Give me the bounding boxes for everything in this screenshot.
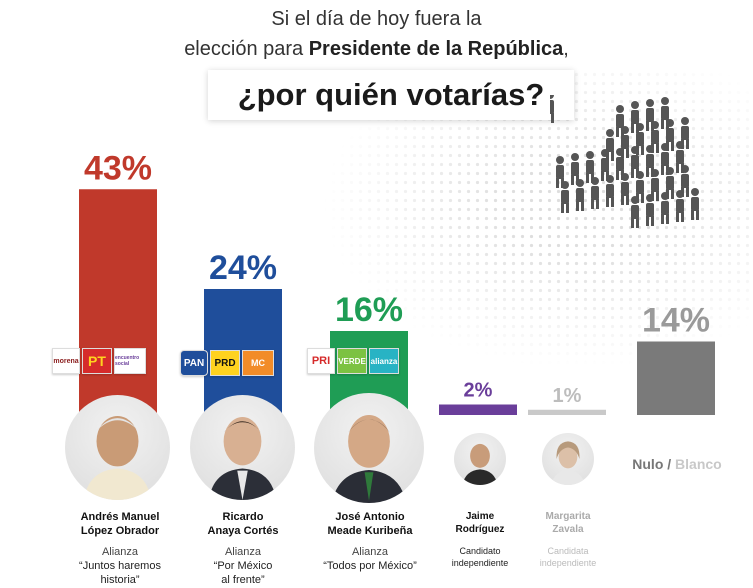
logo-mc: MC bbox=[242, 350, 274, 376]
candidate-name-lopez-obrador: Andrés Manuel López Obrador bbox=[80, 511, 160, 537]
logo-nueva-alianza: alianza bbox=[369, 348, 399, 374]
question-line-1: Si el día de hoy fuera la bbox=[271, 8, 482, 30]
alliance-motto-lopez-obrador: “Juntos haremos historia” bbox=[79, 560, 161, 586]
bar-4 bbox=[528, 409, 606, 415]
bar-0 bbox=[79, 189, 157, 415]
logo-morena: morena bbox=[52, 348, 80, 374]
candidate-photo-lopez-obrador bbox=[65, 395, 170, 500]
candidate-type-rodriguez: Candidato independiente bbox=[451, 546, 509, 568]
alliance-motto-meade: “Todos por México” bbox=[323, 560, 417, 572]
value-label-0: 43% bbox=[84, 149, 152, 187]
alliance-motto-anaya: “Por México al frente” bbox=[213, 560, 273, 586]
candidate-name-rodriguez: Jaime Rodríguez bbox=[455, 511, 505, 535]
candidate-name-anaya: Ricardo Anaya Cortés bbox=[207, 511, 279, 537]
question-box: ¿por quién votarías? bbox=[208, 70, 574, 120]
alliance-label-meade: Alianza bbox=[351, 546, 389, 558]
value-label-2: 16% bbox=[335, 291, 403, 329]
logo-pan: PAN bbox=[180, 350, 208, 376]
candidate-name-zavala: Margarita Zavala bbox=[545, 511, 591, 535]
candidate-name-meade: José Antonio Meade Kuribeña bbox=[327, 511, 413, 537]
candidate-photo-anaya bbox=[190, 395, 295, 500]
candidate-type-zavala: Candidata independiente bbox=[539, 546, 597, 568]
value-label-5: 14% bbox=[642, 302, 710, 340]
question-line-2: elección para Presidente de la República… bbox=[184, 38, 569, 60]
value-label-4: 1% bbox=[553, 385, 582, 407]
nulo-blanco-label: Nulo / Blanco bbox=[632, 456, 722, 472]
candidate-photo-zavala bbox=[542, 433, 594, 485]
candidate-photo-rodriguez bbox=[454, 433, 506, 485]
logo-prd: PRD bbox=[210, 350, 240, 376]
crowd-icon bbox=[550, 95, 699, 228]
value-label-3: 2% bbox=[464, 380, 493, 402]
alliance-label-anaya: Alianza bbox=[224, 546, 262, 558]
value-label-1: 24% bbox=[209, 249, 277, 287]
logo-pri: PRI bbox=[307, 348, 335, 374]
logo-pt: PT bbox=[82, 348, 112, 374]
logo-encuentro-social: encuentro social bbox=[114, 348, 146, 374]
logo-verde: VERDE bbox=[337, 348, 367, 374]
candidate-photo-meade bbox=[314, 393, 424, 503]
alliance-label-lopez-obrador: Alianza bbox=[101, 546, 139, 558]
bar-5 bbox=[637, 341, 715, 415]
bar-3 bbox=[439, 404, 517, 415]
